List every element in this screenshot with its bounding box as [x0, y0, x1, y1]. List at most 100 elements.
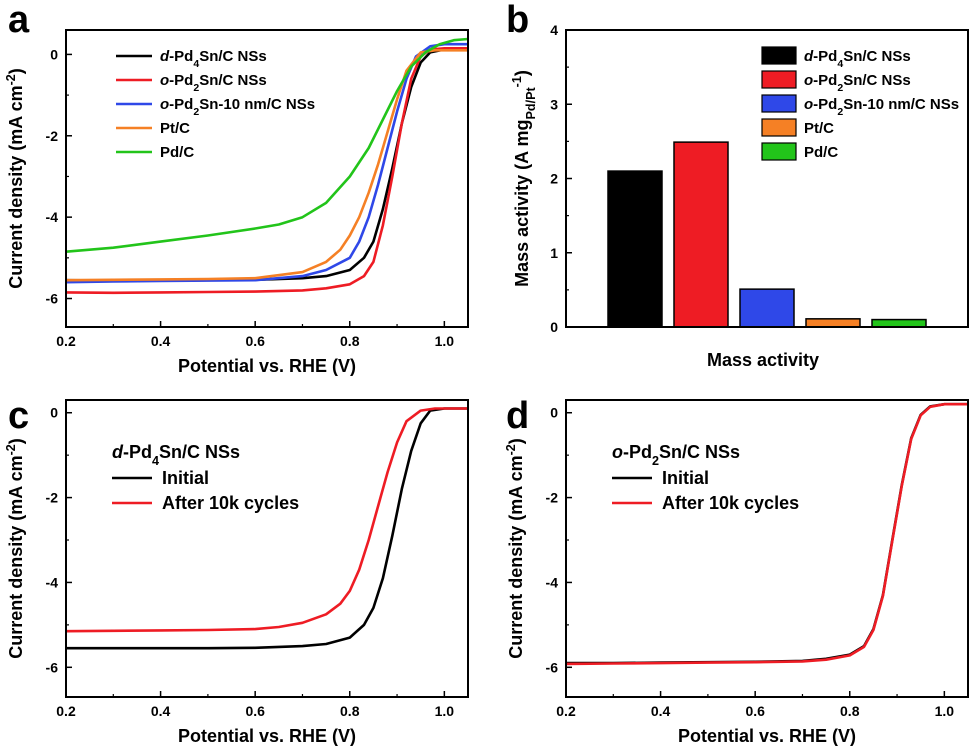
- x-axis-label: Potential vs. RHE (V): [678, 726, 856, 746]
- legend-entry-3: Pt/C: [160, 120, 190, 137]
- y-axis-label-part: -1: [510, 76, 524, 87]
- panel-label-c: c: [8, 395, 29, 437]
- panel-annotation-d-part: o: [612, 442, 623, 462]
- y-axis-label: Current density (mA cm-2): [4, 68, 26, 289]
- legend-entry-1: After 10k cycles: [162, 493, 299, 513]
- y-tick-label: -6: [546, 659, 559, 675]
- x-tick-label: 0.4: [151, 333, 171, 349]
- x-tick-label: 0.4: [151, 703, 171, 719]
- legend-swatch-0: [761, 46, 797, 65]
- legend-swatch-2: [761, 94, 797, 113]
- legend-entry-1: o-Pd2Sn/C NSs: [804, 72, 911, 94]
- legend-entry-0-part: Sn/C NSs: [843, 48, 911, 65]
- legend-entry-1-part: After 10k cycles: [162, 493, 299, 513]
- y-axis-label-part: ): [6, 68, 26, 74]
- y-tick-label: -4: [546, 574, 559, 590]
- x-axis-label: Potential vs. RHE (V): [178, 726, 356, 746]
- panel-annotation-c-part: 4: [152, 454, 159, 468]
- x-tick-label: 0.8: [340, 703, 360, 719]
- legend-entry-4-part: Pd/C: [160, 144, 194, 161]
- legend-entry-0-part: -Pd: [813, 48, 837, 65]
- x-axis-label: Potential vs. RHE (V): [178, 356, 356, 376]
- y-axis-label-part: ): [6, 438, 26, 444]
- legend-entry-2-part: 2: [837, 106, 843, 118]
- panel-label-b: b: [506, 0, 529, 41]
- x-tick-label: 0.6: [745, 703, 765, 719]
- panel-annotation-c-part: -Pd: [123, 442, 152, 462]
- x-tick-label: 0.6: [245, 333, 265, 349]
- legend-entry-1-part: Sn/C NSs: [199, 72, 267, 89]
- y-axis-label-part: ): [506, 438, 526, 444]
- legend-entry-0-part: Sn/C NSs: [199, 48, 267, 65]
- legend-entry-0: Initial: [662, 468, 709, 488]
- x-tick-label: 1.0: [435, 703, 455, 719]
- legend-entry-0: Initial: [162, 468, 209, 488]
- bar-4: [871, 318, 927, 328]
- legend-swatch-3: [761, 118, 797, 137]
- panel-label-d: d: [506, 395, 529, 437]
- legend-entry-4: Pd/C: [160, 144, 194, 161]
- legend-entry-0: d-Pd4Sn/C NSs: [160, 48, 267, 70]
- x-tick-label: 1.0: [935, 703, 955, 719]
- y-axis-label-part: Current density (mA cm: [6, 85, 26, 288]
- series-line-a-1: [65, 46, 468, 295]
- panel-label-a: a: [8, 0, 30, 41]
- chart-c: c 0.2 0.4 0.6 0.8 1.0 0 -2 -4 -6 Potential vs. RHE…: [4, 395, 469, 746]
- legend-swatch-4: [761, 142, 797, 161]
- y-tick-label: 0: [50, 405, 58, 421]
- x-tick-label: 0.4: [651, 703, 671, 719]
- x-tick-label: 0.6: [245, 703, 265, 719]
- y-axis-label-part: -2: [4, 444, 18, 455]
- legend-entry-0-part: d: [160, 48, 170, 65]
- x-tick-label: 0.2: [56, 703, 76, 719]
- legend-entry-0-part: d: [804, 48, 814, 65]
- y-tick-label: 0: [550, 405, 558, 421]
- legend-entry-2-part: o: [804, 96, 813, 113]
- y-tick-label: -6: [46, 291, 59, 307]
- y-axis-label-part: Mass activity (A mg: [512, 120, 532, 287]
- legend-entry-3: Pt/C: [804, 120, 834, 137]
- x-tick-label: 0.8: [840, 703, 860, 719]
- series-line-c-1: [65, 407, 468, 633]
- legend-entry-1-part: o: [804, 72, 813, 89]
- y-axis-label-part: -2: [4, 74, 18, 85]
- panel-annotation-d-part: -Pd: [623, 442, 652, 462]
- legend-entry-1-part: After 10k cycles: [662, 493, 799, 513]
- y-tick-label: -2: [46, 128, 59, 144]
- y-tick-label: 0: [550, 319, 558, 335]
- legend-entry-2-part: -Pd: [813, 96, 837, 113]
- panel-annotation-d-part: Sn/C NSs: [659, 442, 740, 462]
- legend-entry-1: o-Pd2Sn/C NSs: [160, 72, 267, 94]
- legend-entry-1-part: 2: [837, 82, 843, 94]
- legend-entry-1: After 10k cycles: [662, 493, 799, 513]
- series-line-d-1: [565, 402, 968, 666]
- y-tick-label: -4: [46, 574, 59, 590]
- y-axis-label: Current density (mA cm-2): [4, 438, 26, 659]
- x-tick-label: 1.0: [435, 333, 455, 349]
- legend-entry-2: o-Pd2Sn-10 nm/C NSs: [160, 96, 315, 118]
- series-line-a-3: [65, 48, 468, 282]
- legend-entry-1-part: -Pd: [169, 72, 193, 89]
- legend-entry-0: d-Pd4Sn/C NSs: [804, 48, 911, 70]
- legend-entry-2: o-Pd2Sn-10 nm/C NSs: [804, 96, 959, 118]
- legend-entry-4-part: Pd/C: [804, 144, 838, 161]
- legend-entry-3-part: Pt/C: [160, 120, 190, 137]
- panel-annotation-d-part: 2: [652, 454, 659, 468]
- chart-d: d 0.2 0.4 0.6 0.8 1.0 0 -2 -4 -6 Potential vs. RHE…: [504, 395, 969, 746]
- plot-frame-a: [65, 29, 469, 328]
- plot-frame-c: [65, 399, 469, 698]
- legend-entry-2-part: o: [160, 96, 169, 113]
- panel-annotation-c: d-Pd4Sn/C NSs: [112, 442, 240, 468]
- legend-entry-3-part: Pt/C: [804, 120, 834, 137]
- panel-annotation-c-part: Sn/C NSs: [159, 442, 240, 462]
- legend-entry-2-part: Sn-10 nm/C NSs: [199, 96, 315, 113]
- y-tick-label: -4: [46, 209, 59, 225]
- y-tick-label: 1: [550, 245, 558, 261]
- y-tick-label: -2: [546, 490, 559, 506]
- legend-entry-0-part: 4: [837, 58, 843, 70]
- y-tick-label: 2: [550, 171, 558, 187]
- legend-entry-1-part: Sn/C NSs: [843, 72, 911, 89]
- legend-entry-4: Pd/C: [804, 144, 838, 161]
- legend-entry-0-part: Initial: [162, 468, 209, 488]
